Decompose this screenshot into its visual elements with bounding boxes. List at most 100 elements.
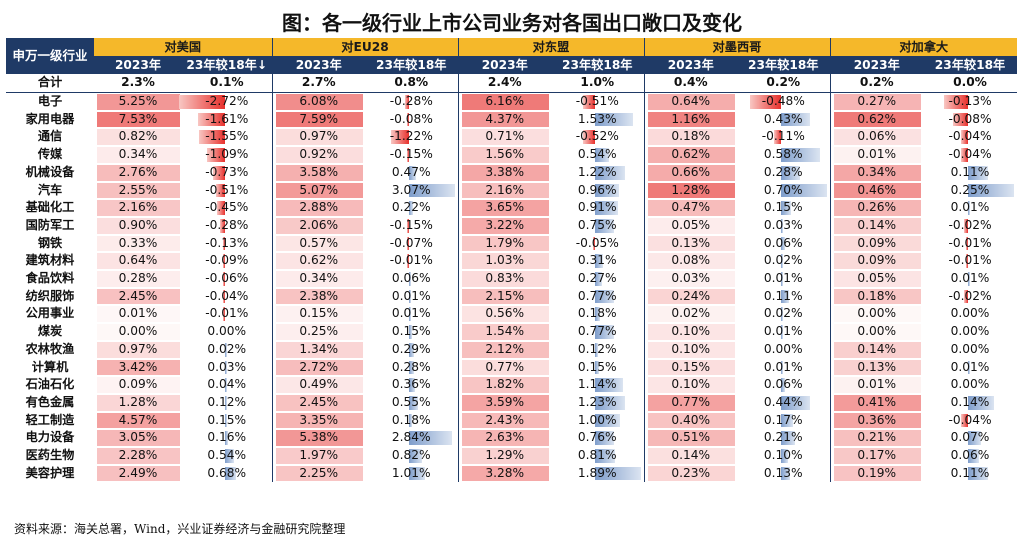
- level-value: 0.09%: [118, 377, 158, 392]
- level-cell-canada: 0.14%: [829, 340, 923, 359]
- heat-fill: [461, 111, 549, 128]
- heat-fill: [275, 200, 363, 216]
- heat-fill: [647, 111, 735, 128]
- change-cell-canada: 0.00%: [923, 341, 1017, 359]
- change-cell-us: 0.68%: [182, 465, 272, 483]
- change-value: 0.21%: [763, 430, 803, 445]
- group-header-canada: 对加拿大: [829, 38, 1017, 56]
- heat-fill: [461, 412, 549, 429]
- industry-name: 计算机: [31, 359, 69, 374]
- table-row: 国防军工 0.90% -0.28% 2.06% -0.15% 3.22% 0.75% 0.05…: [6, 216, 1017, 235]
- level-cell-eu28: 3.35%: [271, 411, 365, 430]
- level-cell-mexico: 0.62%: [643, 146, 737, 164]
- level-cell-canada: 0.00%: [829, 305, 923, 324]
- change-cell-canada: 0.06%: [923, 447, 1017, 465]
- heat-fill: [461, 271, 549, 287]
- level-cell-eu28: 2.06%: [271, 216, 365, 235]
- total-asean-change: 1.0%: [551, 74, 644, 93]
- industry-name: 公用事业: [25, 306, 75, 321]
- change-cell-canada: 0.07%: [923, 429, 1017, 447]
- change-value: 0.06%: [763, 377, 803, 392]
- change-cell-asean: 0.15%: [551, 359, 644, 377]
- change-value: 2.84%: [391, 430, 431, 445]
- heat-fill: [833, 253, 921, 270]
- sub-header-canada-change: 23年较18年: [923, 56, 1017, 74]
- change-value: 0.31%: [577, 253, 617, 268]
- change-value: 0.00%: [950, 324, 990, 339]
- change-value: -0.15%: [389, 217, 433, 232]
- change-cell-mexico: 0.13%: [737, 465, 830, 483]
- exposure-table: 申万一级行业 对美国 对EU28 对东盟 对墨西哥 对加拿大 2023年 23年…: [6, 38, 1017, 483]
- heat-fill: [833, 94, 921, 110]
- level-cell-canada: 0.26%: [829, 199, 923, 217]
- level-value: 0.01%: [118, 306, 158, 321]
- level-value: 3.58%: [299, 164, 339, 179]
- change-bar-positive: [595, 360, 600, 375]
- level-value: 3.59%: [485, 394, 525, 409]
- heat-fill: [647, 377, 735, 393]
- change-bar-negative: [217, 201, 225, 215]
- level-value: 0.77%: [485, 359, 525, 374]
- change-value: 0.15%: [763, 200, 803, 215]
- change-value: -0.52%: [575, 129, 619, 144]
- level-cell-asean: 2.16%: [457, 181, 551, 200]
- change-bar-positive: [409, 201, 413, 215]
- level-cell-mexico: 0.13%: [643, 234, 737, 253]
- level-value: 0.34%: [857, 164, 897, 179]
- level-value: 0.36%: [857, 412, 897, 427]
- level-cell-asean: 3.65%: [457, 199, 551, 217]
- level-cell-asean: 2.15%: [457, 287, 551, 306]
- level-cell-us: 0.28%: [94, 270, 182, 288]
- table-row: 家用电器 7.53% -1.61% 7.59% -0.08% 4.37% 1.53% 1.16…: [6, 110, 1017, 129]
- change-bar-negative: [222, 307, 225, 322]
- change-bar-positive: [781, 307, 784, 322]
- level-cell-canada: 0.18%: [829, 287, 923, 306]
- industry-name: 基础化工: [25, 200, 75, 215]
- change-bar-positive: [409, 272, 412, 286]
- total-canada-2023: 0.2%: [829, 74, 923, 93]
- level-value: 2.88%: [299, 200, 339, 215]
- level-cell-eu28: 1.34%: [271, 340, 365, 359]
- change-value: -0.04%: [205, 288, 249, 303]
- change-value: -0.04%: [948, 412, 992, 427]
- heat-fill: [275, 465, 363, 482]
- change-value: 0.43%: [763, 111, 803, 126]
- change-value: 0.77%: [577, 288, 617, 303]
- level-value: 0.21%: [857, 430, 897, 445]
- level-cell-mexico: 0.40%: [643, 411, 737, 430]
- level-value: 0.19%: [857, 465, 897, 480]
- level-value: 1.28%: [671, 182, 711, 197]
- change-bar-negative: [964, 218, 969, 233]
- level-value: 2.06%: [299, 217, 339, 232]
- change-value: 0.82%: [391, 448, 431, 463]
- level-value: 0.14%: [857, 217, 897, 232]
- change-cell-canada: 0.01%: [923, 270, 1017, 288]
- level-value: 0.10%: [671, 377, 711, 392]
- level-cell-eu28: 2.25%: [271, 464, 365, 483]
- level-cell-eu28: 0.15%: [271, 305, 365, 324]
- group-header-us: 对美国: [94, 38, 272, 56]
- table-row: 建筑材料 0.64% -0.09% 0.62% -0.01% 1.03% 0.31% 0.08…: [6, 252, 1017, 271]
- change-cell-mexico: 0.06%: [737, 235, 830, 253]
- level-value: 0.46%: [857, 182, 897, 197]
- level-cell-us: 1.28%: [94, 394, 182, 412]
- total-mexico-change: 0.2%: [737, 74, 830, 93]
- change-bar-positive: [595, 342, 599, 357]
- change-value: 0.28%: [391, 359, 431, 374]
- heat-fill: [275, 164, 363, 181]
- change-cell-us: -0.51%: [182, 182, 272, 200]
- total-eu28-change: 0.8%: [365, 74, 458, 93]
- industry-name: 石油石化: [25, 377, 75, 392]
- change-value: 0.81%: [577, 448, 617, 463]
- change-value: -0.28%: [205, 217, 249, 232]
- level-cell-eu28: 2.72%: [271, 358, 365, 377]
- change-value: -0.45%: [205, 200, 249, 215]
- table-row: 计算机 3.42% 0.03% 2.72% 0.28% 0.77% 0.15% 0.15% 0.…: [6, 358, 1017, 377]
- change-value: -1.22%: [389, 129, 433, 144]
- change-value: 0.02%: [207, 341, 247, 356]
- level-value: 0.24%: [671, 288, 711, 303]
- change-bar-positive: [595, 112, 633, 127]
- change-value: 0.25%: [950, 182, 990, 197]
- heat-fill: [647, 288, 735, 305]
- change-cell-us: 0.54%: [182, 447, 272, 465]
